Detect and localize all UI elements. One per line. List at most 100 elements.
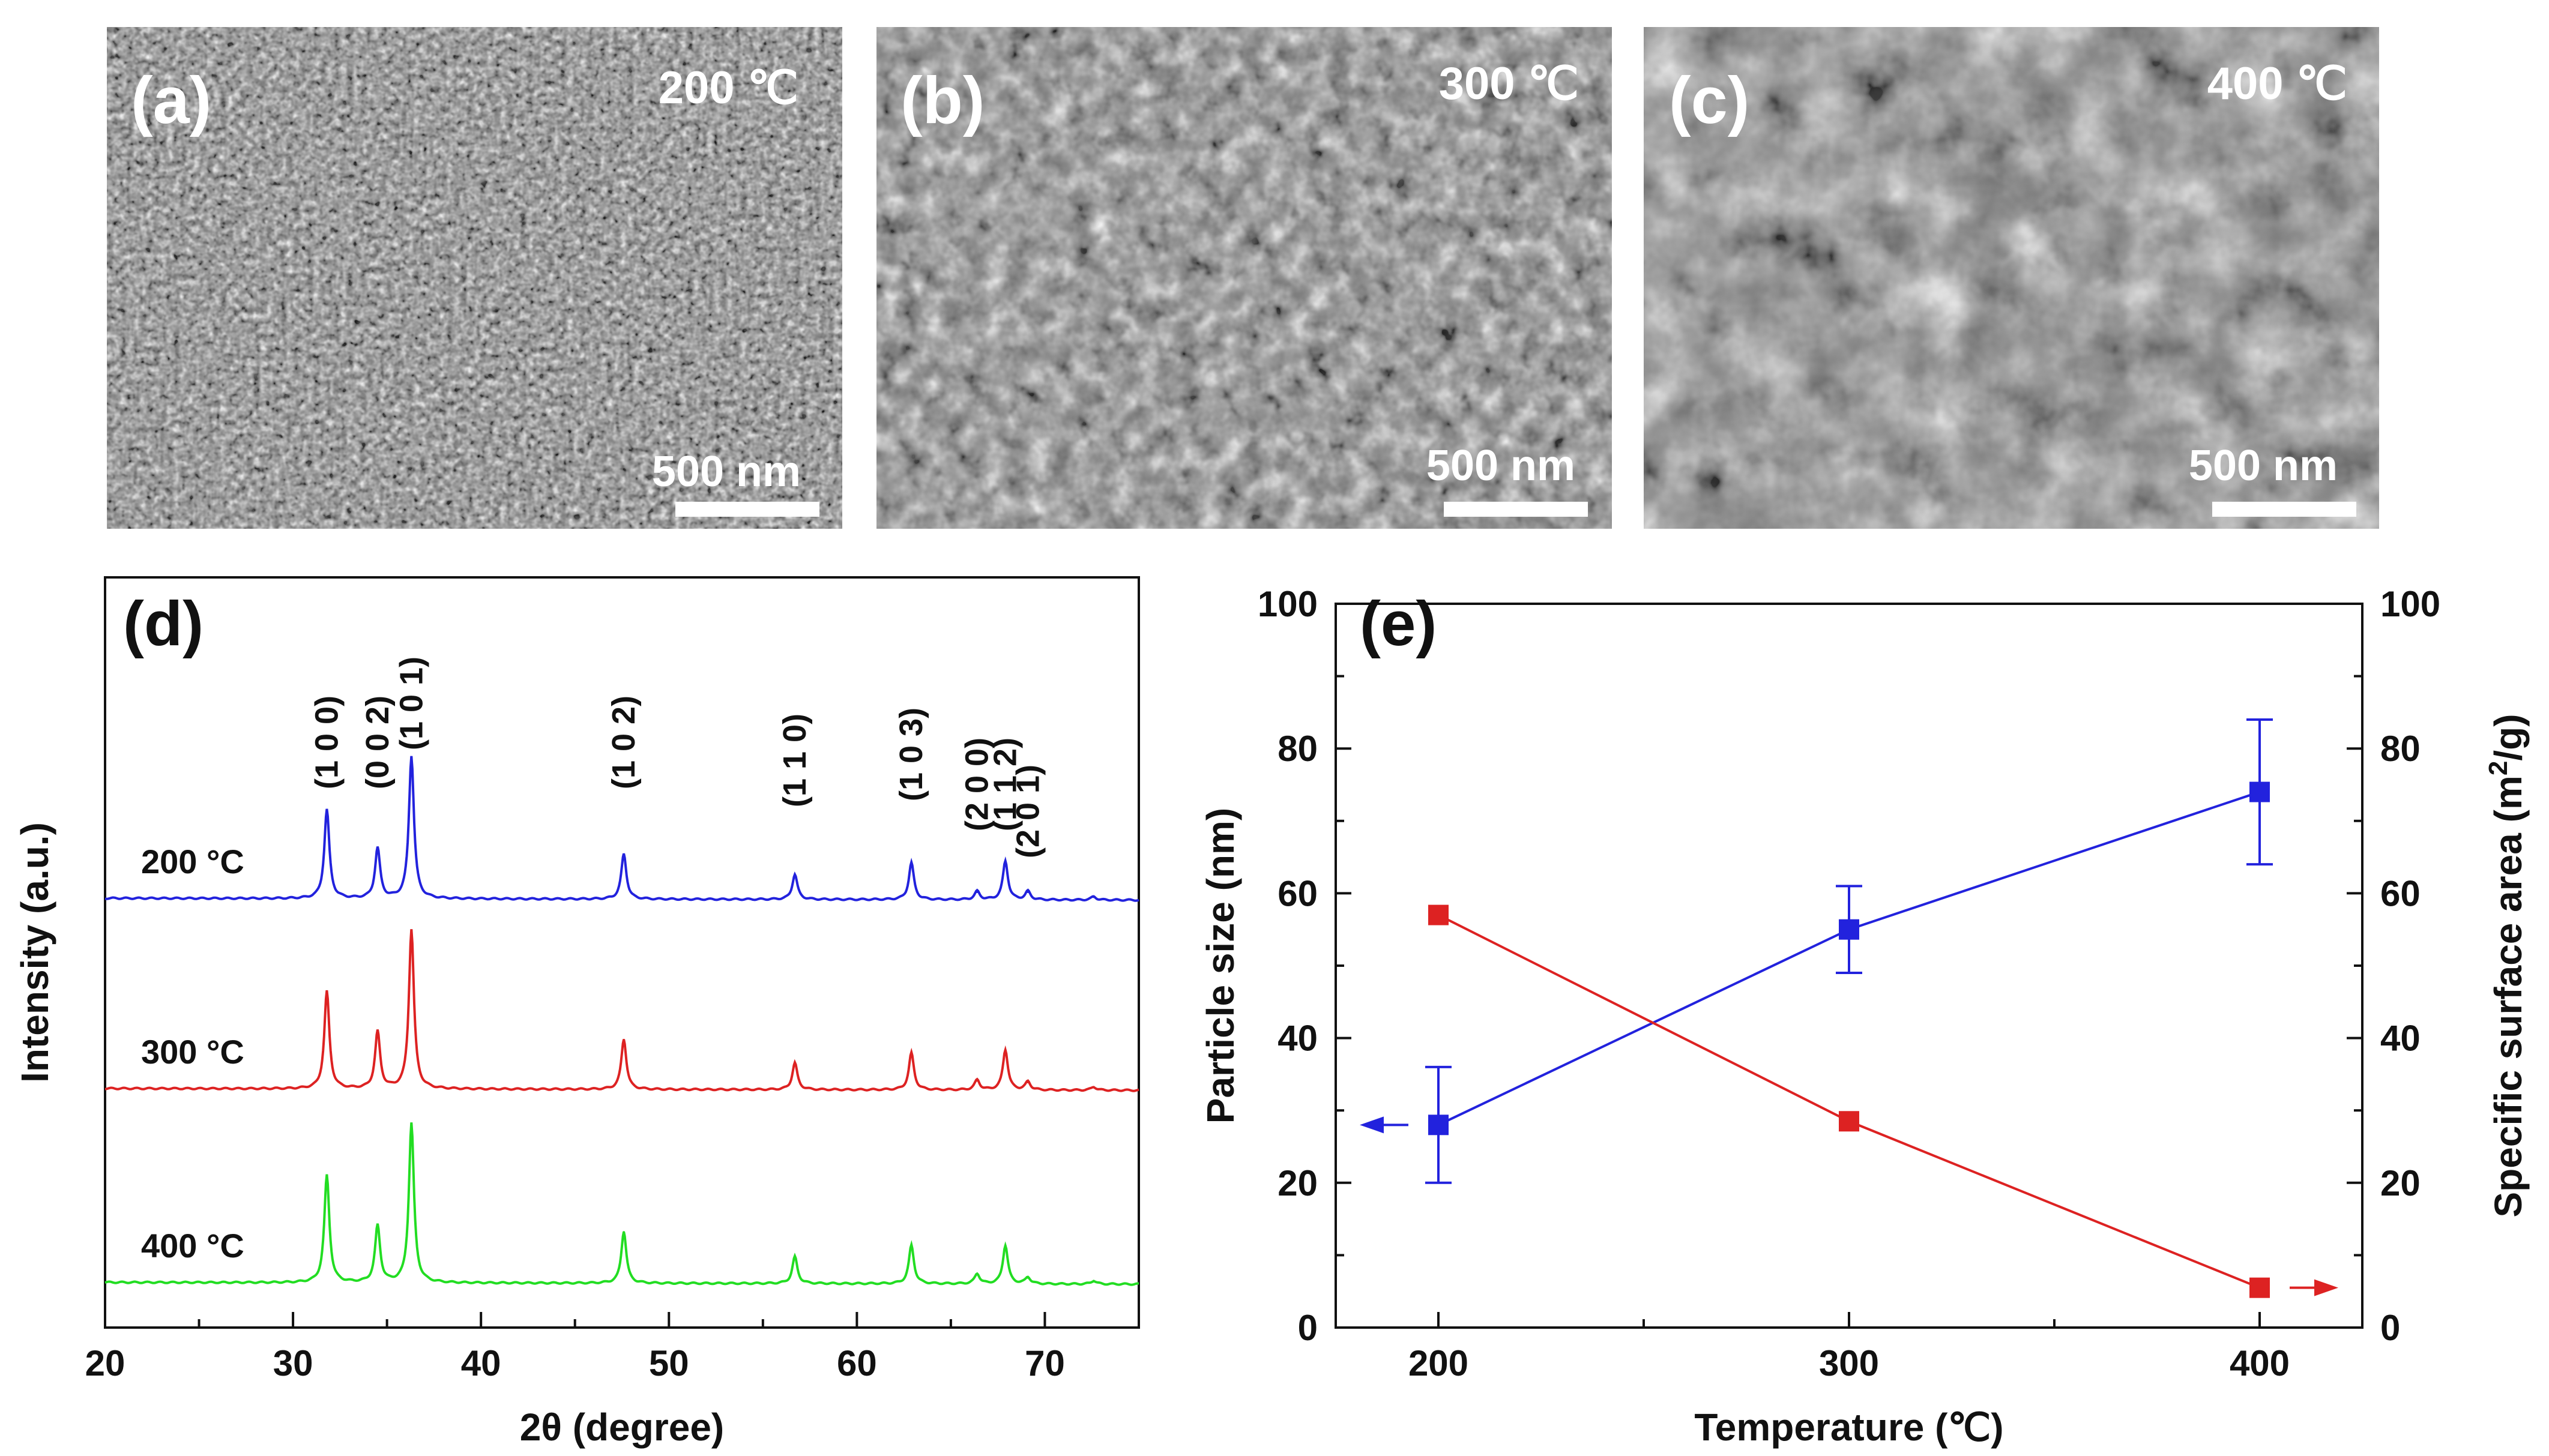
xrd-peak-point — [623, 1039, 626, 1041]
xrd-peak-point — [794, 1256, 797, 1259]
xrd-x-tick-label: 20 — [85, 1343, 125, 1383]
panel-temperature-b: 300 ℃ — [1439, 58, 1579, 109]
xrd-peak-point — [1092, 895, 1095, 898]
size-left-tick-label: 100 — [1258, 584, 1318, 624]
xrd-peak-point — [976, 1273, 979, 1276]
xrd-peak-point — [1027, 1276, 1030, 1279]
size-right-tick-label: 20 — [2380, 1163, 2421, 1203]
sem-texture-c — [1644, 27, 2379, 529]
xrd-peak-point — [1004, 860, 1007, 863]
size-series-1 — [1428, 904, 2338, 1298]
size-data-point — [1428, 1115, 1449, 1136]
size-data-point — [2249, 781, 2270, 802]
sem-texture-a — [107, 27, 842, 529]
size-right-tick-label: 40 — [2380, 1018, 2421, 1059]
xrd-panel-label: (d) — [123, 589, 204, 659]
size-right-axis-title-end: /g) — [2487, 714, 2530, 760]
xrd-series-1: 300 °C — [104, 929, 1139, 1092]
panel-temperature-c: 400 ℃ — [2207, 58, 2347, 109]
xrd-peak-point — [1027, 891, 1030, 893]
xrd-peak-annotation: (1 1 0) — [777, 714, 813, 807]
xrd-peak-point — [325, 810, 328, 813]
size-right-tick-label: 60 — [2380, 873, 2421, 913]
xrd-series-line — [104, 756, 1139, 902]
scale-bar-label-c: 500 nm — [2189, 442, 2338, 490]
size-left-tick-label: 60 — [1278, 873, 1318, 913]
xrd-series-label: 200 °C — [141, 843, 244, 880]
scale-bar-c — [2212, 502, 2356, 517]
xrd-annotations: (1 0 0) (0 0 2)(1 0 1) (1 0 2) (1 1 0) (1 0 … — [309, 657, 1046, 858]
size-data-point — [1839, 919, 1859, 940]
xrd-peak-point — [376, 1226, 379, 1229]
size-left-tick-label: 80 — [1278, 729, 1318, 769]
sem-panel-b: (b) 300 ℃ 500 nm — [876, 27, 1612, 529]
xrd-peak-annotation: (1 0 0) — [309, 696, 345, 789]
size-x-tick-label: 400 — [2230, 1343, 2290, 1383]
size-right-tick-label: 80 — [2380, 729, 2421, 769]
xrd-peak-annotation: (1 1 2) — [988, 738, 1024, 831]
xrd-peak-annotation: (0 0 2) — [360, 696, 396, 789]
size-axes: 0 0 20 20 40 40 60 60 80 80 100 100 200 300 400 — [1258, 584, 2440, 1383]
xrd-series-line — [104, 929, 1139, 1092]
size-data-point — [1839, 1111, 1859, 1132]
xrd-peak-point — [1092, 1280, 1095, 1283]
axis-pointer-arrow-head — [1360, 1116, 1384, 1134]
size-series-0 — [1360, 718, 2273, 1184]
xrd-x-tick-label: 50 — [649, 1343, 689, 1383]
size-left-tick-label: 40 — [1278, 1018, 1318, 1059]
size-data-point — [2249, 1277, 2270, 1298]
scale-bar-label-b: 500 nm — [1426, 442, 1575, 490]
size-right-axis-title-main: Specific surface area (m — [2487, 775, 2530, 1217]
xrd-peak-point — [623, 1231, 626, 1234]
xrd-series-2: 400 °C — [104, 1122, 1139, 1286]
xrd-peak-point — [623, 853, 626, 856]
size-left-axis-title: Particle size (nm) — [1199, 808, 1242, 1124]
xrd-peak-point — [794, 1062, 797, 1065]
xrd-peak-annotation: (2 0 1) — [1010, 765, 1046, 858]
xrd-peak-point — [410, 930, 413, 932]
xrd-peak-point — [376, 1032, 379, 1035]
xrd-x-axis: 20 30 40 50 60 70 — [85, 1312, 1140, 1383]
size-right-axis-title-sup: 2 — [2484, 761, 2513, 775]
xrd-series-line — [104, 1122, 1139, 1286]
xrd-peak-point — [910, 1244, 913, 1247]
xrd-peak-annotation: (2 0 0) — [959, 738, 995, 831]
size-right-tick-label: 100 — [2380, 584, 2440, 624]
xrd-x-tick-label: 40 — [461, 1343, 501, 1383]
xrd-peak-point — [325, 1175, 328, 1178]
scale-bar-a — [675, 502, 819, 517]
size-left-tick-label: 20 — [1278, 1163, 1318, 1203]
xrd-peak-annotation: (1 0 2) — [606, 696, 642, 789]
xrd-peak-point — [1004, 1048, 1007, 1051]
sem-panel-c: (c) 400 ℃ 500 nm — [1644, 27, 2379, 529]
panel-label-a: (a) — [131, 64, 211, 137]
size-panel-label: (e) — [1360, 589, 1437, 659]
xrd-peak-point — [1092, 1086, 1095, 1089]
size-right-axis-title: Specific surface area (m2/g) — [2484, 714, 2530, 1217]
xrd-peak-point — [325, 991, 328, 994]
panel-label-c: (c) — [1669, 64, 1749, 137]
size-x-axis-title: Temperature (℃) — [1694, 1406, 2003, 1449]
xrd-peak-point — [410, 756, 413, 759]
size-right-tick-label: 0 — [2380, 1308, 2400, 1348]
panel-label-b: (b) — [900, 64, 985, 137]
xrd-x-tick-label: 30 — [273, 1343, 313, 1383]
size-area-chart: (e) 0 0 20 20 40 40 60 60 80 80 100 100 200 300 400 Te… — [1199, 584, 2530, 1449]
sem-texture-b — [876, 27, 1612, 529]
xrd-chart: (d) 20 30 40 50 60 70 200 °C 300 °C 400 °C (1 0… — [13, 576, 1140, 1449]
xrd-series-0: 200 °C — [104, 756, 1139, 902]
xrd-series-label: 300 °C — [141, 1033, 244, 1071]
xrd-x-tick-label: 60 — [837, 1343, 877, 1383]
xrd-peak-point — [410, 1124, 413, 1126]
scale-bar-label-a: 500 nm — [652, 448, 801, 496]
size-x-tick-label: 300 — [1819, 1343, 1879, 1383]
xrd-peak-annotation: (1 0 1) — [393, 657, 429, 750]
xrd-plot-frame — [104, 576, 1140, 1329]
xrd-peak-point — [794, 874, 797, 876]
size-series-group — [1360, 718, 2338, 1298]
xrd-peak-point — [976, 1079, 979, 1082]
xrd-series-label: 400 °C — [141, 1227, 244, 1265]
xrd-peak-point — [976, 891, 979, 893]
xrd-y-axis-title: Intensity (a.u.) — [13, 822, 56, 1083]
